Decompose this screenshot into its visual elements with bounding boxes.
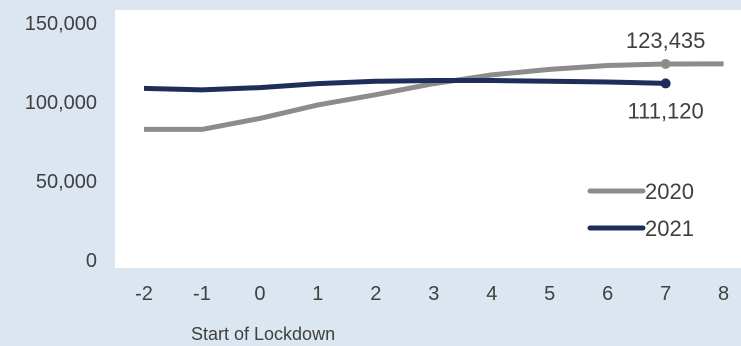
x-tick-label: 5: [544, 283, 555, 305]
x-axis-label: Start of Lockdown: [191, 324, 335, 344]
data-label-2020-end: 123,435: [626, 28, 706, 53]
x-tick-label: 4: [486, 283, 497, 305]
x-tick-label: 8: [718, 283, 729, 305]
series-layer: [143, 58, 724, 132]
x-tick-label: 2: [370, 283, 381, 305]
y-tick-label: 50,000: [36, 171, 97, 193]
series-line-2021: [143, 78, 666, 93]
data-label-2021-end: 111,120: [628, 98, 704, 123]
series-line-2020: [144, 61, 724, 132]
data-point-2021-end: [660, 78, 671, 89]
x-tick-label: 7: [660, 283, 671, 305]
plot-area: [115, 10, 741, 268]
y-tick-label: 100,000: [25, 92, 97, 114]
legend: 2020 2021: [587, 179, 694, 241]
annotation-layer: 123,435 111,120: [626, 28, 706, 123]
x-tick-label: 3: [428, 283, 439, 305]
x-tick-label: 1: [312, 283, 323, 305]
x-tick-label: 0: [254, 283, 265, 305]
x-tick-label: -2: [135, 283, 153, 305]
x-tick-label: -1: [193, 283, 211, 305]
y-tick-label: 150,000: [25, 13, 97, 35]
legend-label-2020: 2020: [645, 179, 694, 204]
legend-label-2021: 2021: [645, 216, 694, 241]
x-axis-ticks: -2 -1 0 1 2 3 4 5 6 7 8: [135, 283, 729, 305]
x-tick-label: 6: [602, 283, 613, 305]
y-axis-ticks: 0 50,000 100,000 150,000: [25, 13, 97, 272]
data-point-2020-end: [660, 58, 671, 69]
y-tick-label: 0: [86, 250, 97, 272]
